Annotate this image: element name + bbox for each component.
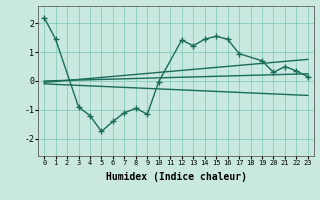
X-axis label: Humidex (Indice chaleur): Humidex (Indice chaleur)	[106, 172, 246, 182]
